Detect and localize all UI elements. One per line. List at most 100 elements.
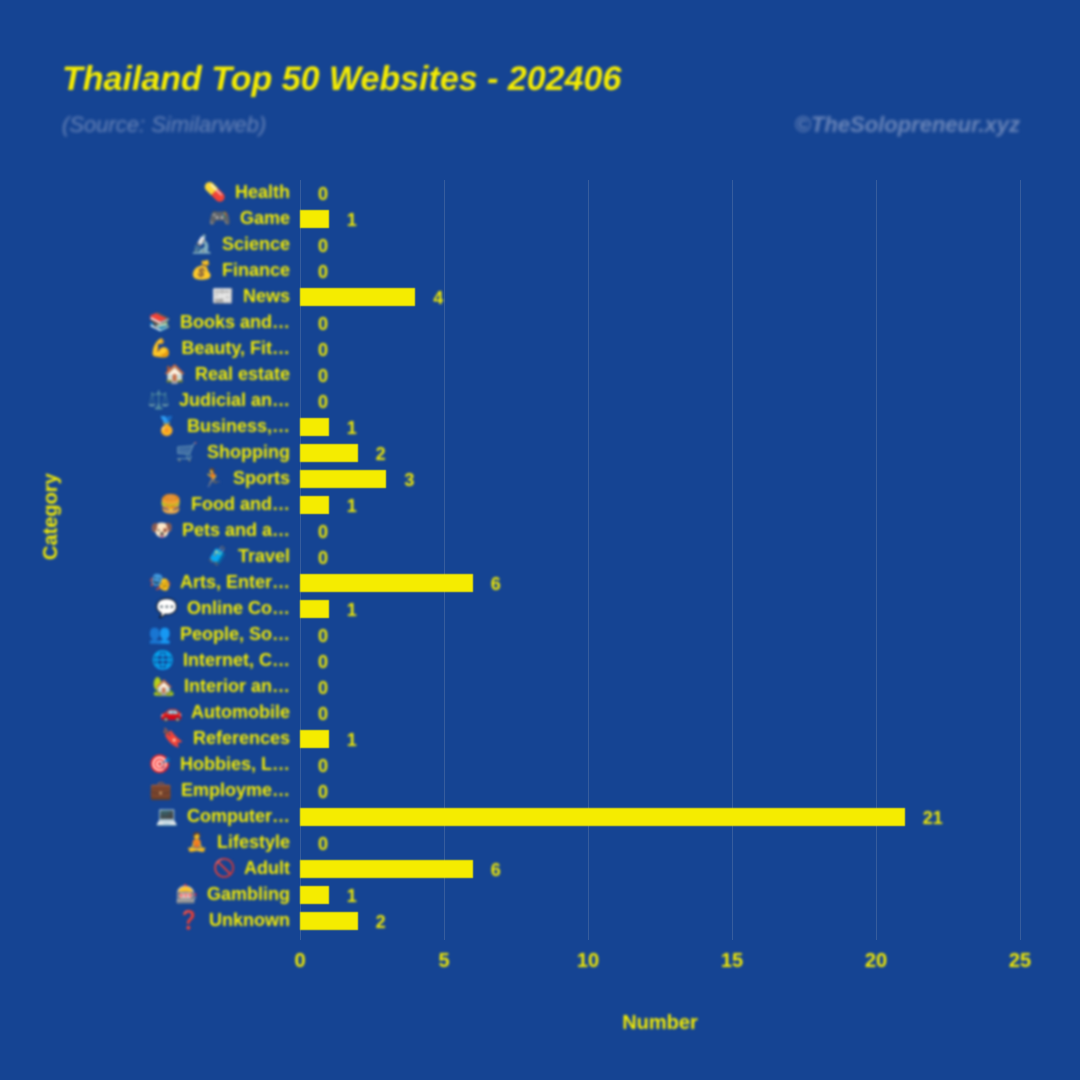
category-label: 💪 Beauty, Fit… — [30, 338, 290, 359]
category-label: 🏃 Sports — [30, 468, 290, 489]
category-label: 🎮 Game — [30, 208, 290, 229]
grid-line — [1020, 180, 1021, 940]
category-label-text: Beauty, Fit… — [176, 338, 290, 358]
bar-row: 0 — [300, 518, 1020, 544]
category-emoji-icon: 💼 — [150, 780, 172, 801]
category-label-text: Health — [230, 182, 290, 202]
category-label: 🚫 Adult — [30, 858, 290, 879]
category-emoji-icon: 🏅 — [156, 416, 178, 437]
x-tick-label: 10 — [568, 950, 608, 973]
category-emoji-icon: 🐶 — [151, 520, 173, 541]
category-emoji-icon: 💰 — [191, 260, 213, 281]
bar-row: 0 — [300, 778, 1020, 804]
bar — [300, 912, 358, 930]
bar-value-label: 0 — [318, 626, 328, 647]
category-label: 🎯 Hobbies, L… — [30, 754, 290, 775]
category-emoji-icon: 🧘 — [186, 832, 208, 853]
bar-value-label: 0 — [318, 652, 328, 673]
category-label-text: Science — [217, 234, 290, 254]
bar — [300, 210, 329, 228]
y-axis-title: Category — [40, 473, 63, 560]
category-label: 🧘 Lifestyle — [30, 832, 290, 853]
category-label: 🔬 Science — [30, 234, 290, 255]
category-label: 🌐 Internet, C… — [30, 650, 290, 671]
category-emoji-icon: 💬 — [156, 598, 178, 619]
bar-row: 21 — [300, 804, 1020, 830]
bar-row: 1 — [300, 206, 1020, 232]
category-label-text: Business,… — [182, 416, 290, 436]
x-tick-label: 25 — [1000, 950, 1040, 973]
category-emoji-icon: ⚖️ — [148, 390, 170, 411]
bar-row: 1 — [300, 726, 1020, 752]
x-tick-label: 20 — [856, 950, 896, 973]
category-label-text: Finance — [217, 260, 290, 280]
category-emoji-icon: 🔖 — [162, 728, 184, 749]
bar-value-label: 4 — [433, 288, 443, 309]
category-label-text: Pets and a… — [177, 520, 290, 540]
category-label-text: Real estate — [190, 364, 290, 384]
category-emoji-icon: 🍔 — [160, 494, 182, 515]
category-emoji-icon: 🧳 — [207, 546, 229, 567]
bar — [300, 496, 329, 514]
category-label-text: Internet, C… — [178, 650, 290, 670]
bar-row: 6 — [300, 570, 1020, 596]
category-label: ❓ Unknown — [30, 910, 290, 931]
bar — [300, 808, 905, 826]
bar — [300, 600, 329, 618]
category-label-text: Arts, Enter… — [176, 572, 290, 592]
bar-value-label: 2 — [376, 444, 386, 465]
category-label: 🎰 Gambling — [30, 884, 290, 905]
category-emoji-icon: 🏡 — [153, 676, 175, 697]
bar-row: 1 — [300, 492, 1020, 518]
bar — [300, 470, 386, 488]
bar-value-label: 0 — [318, 756, 328, 777]
bar-row: 0 — [300, 336, 1020, 362]
category-emoji-icon: 💻 — [156, 806, 178, 827]
category-label-text: Gambling — [202, 884, 290, 904]
category-label-text: People, So… — [175, 624, 290, 644]
category-label-text: Food and… — [186, 494, 290, 514]
category-label: 💼 Employme… — [30, 780, 290, 801]
bar-value-label: 3 — [404, 470, 414, 491]
bar-value-label: 0 — [318, 548, 328, 569]
category-label-text: Automobile — [187, 702, 290, 722]
bar-row: 0 — [300, 258, 1020, 284]
x-tick-label: 5 — [424, 950, 464, 973]
category-emoji-icon: 🚗 — [160, 702, 182, 723]
category-label: 🏠 Real estate — [30, 364, 290, 385]
category-label-text: Interior an… — [179, 676, 290, 696]
bar-value-label: 6 — [491, 574, 501, 595]
bar-row: 4 — [300, 284, 1020, 310]
plot-area: 05101520250💊 Health1🎮 Game0🔬 Science0💰 F… — [300, 180, 1020, 940]
bar-value-label: 0 — [318, 834, 328, 855]
category-label-text: Shopping — [202, 442, 290, 462]
bar-row: 1 — [300, 882, 1020, 908]
bar-value-label: 1 — [347, 730, 357, 751]
bar-row: 0 — [300, 388, 1020, 414]
bar-row: 0 — [300, 232, 1020, 258]
category-label: 👥 People, So… — [30, 624, 290, 645]
bar-value-label: 1 — [347, 886, 357, 907]
category-label: 🚗 Automobile — [30, 702, 290, 723]
bar-value-label: 0 — [318, 392, 328, 413]
bar — [300, 444, 358, 462]
category-label: 🎭 Arts, Enter… — [30, 572, 290, 593]
category-label-text: News — [238, 286, 290, 306]
category-label-text: Employme… — [176, 780, 290, 800]
category-emoji-icon: 🔬 — [191, 234, 213, 255]
category-emoji-icon: 🎮 — [209, 208, 231, 229]
category-label-text: Computer… — [182, 806, 290, 826]
bar-value-label: 0 — [318, 522, 328, 543]
category-emoji-icon: 🚫 — [213, 858, 235, 879]
category-label: ⚖️ Judicial an… — [30, 390, 290, 411]
bar-row: 1 — [300, 596, 1020, 622]
bar-value-label: 21 — [923, 808, 943, 829]
bar-row: 0 — [300, 544, 1020, 570]
category-emoji-icon: 🛒 — [176, 442, 198, 463]
category-label: 🧳 Travel — [30, 546, 290, 567]
bar-value-label: 0 — [318, 678, 328, 699]
category-emoji-icon: 🏃 — [202, 468, 224, 489]
category-label-text: References — [188, 728, 290, 748]
category-emoji-icon: 📚 — [149, 312, 171, 333]
bar-value-label: 0 — [318, 236, 328, 257]
